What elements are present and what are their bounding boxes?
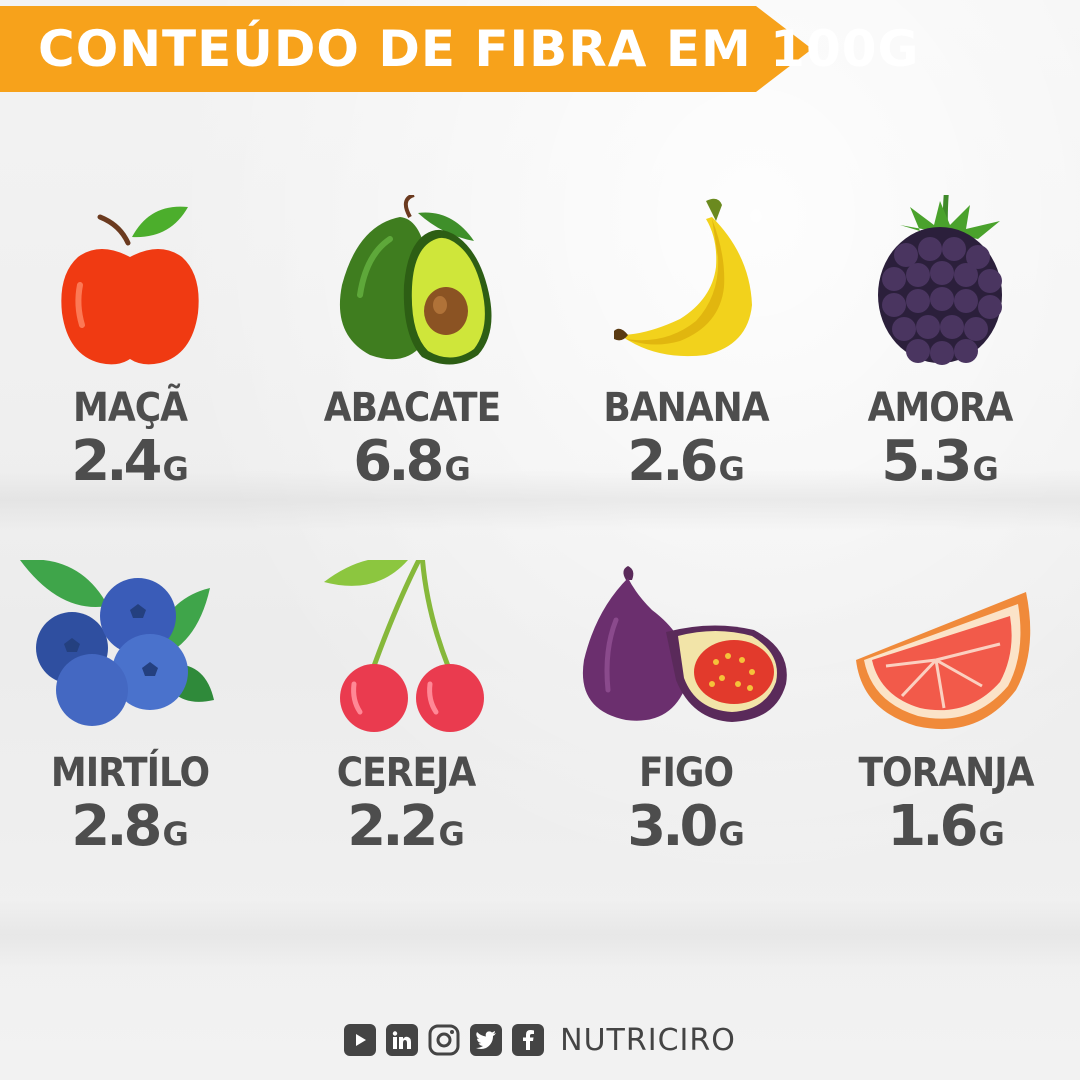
- fig-icon: [582, 566, 787, 722]
- blackberry-icon: [878, 195, 1002, 365]
- fiber-value: 2.4 G: [71, 429, 189, 494]
- fiber-value: 3.0 G: [627, 794, 745, 859]
- fruit-card-apple: MAÇÃ 2.4 G: [0, 195, 260, 500]
- fruit-card-grapefruit: TORANJA 1.6 G: [816, 560, 1076, 865]
- apple-icon: [61, 206, 199, 365]
- youtube-icon[interactable]: [344, 1024, 377, 1056]
- fruit-name: MIRTÍLO: [50, 750, 210, 796]
- fruit-card-banana: BANANA 2.6 G: [556, 195, 816, 500]
- fruit-name: TORANJA: [858, 750, 1034, 796]
- fruit-card-cherry: CEREJA 2.2 G: [276, 560, 536, 865]
- fiber-value: 2.2 G: [347, 794, 465, 859]
- fruit-card-blackberry: AMORA 5.3 G: [810, 195, 1070, 500]
- twitter-icon[interactable]: [470, 1024, 503, 1056]
- fruit-name: ABACATE: [323, 385, 501, 431]
- fiber-value: 6.8 G: [353, 429, 471, 494]
- fruit-name: BANANA: [603, 385, 769, 431]
- fiber-value: 5.3 G: [881, 429, 999, 494]
- fruit-card-blueberry: MIRTÍLO 2.8 G: [0, 560, 260, 865]
- blueberry-icon: [20, 560, 214, 726]
- fruit-name: CEREJA: [336, 750, 477, 796]
- instagram-icon[interactable]: [428, 1024, 460, 1056]
- fruit-name: AMORA: [867, 385, 1014, 431]
- fruit-card-fig: FIGO 3.0 G: [556, 560, 816, 865]
- fruit-name: FIGO: [638, 750, 734, 796]
- fruit-name: MAÇÃ: [73, 385, 188, 431]
- header-banner: CONTEÚDO DE FIBRA EM 100G: [0, 6, 919, 92]
- facebook-icon[interactable]: [512, 1024, 545, 1056]
- fiber-value: 2.6 G: [627, 429, 745, 494]
- linkedin-icon[interactable]: [386, 1024, 419, 1056]
- banner-arrow-shape: [0, 6, 812, 92]
- footer-social: NUTRICIRO: [0, 1020, 1080, 1060]
- brand-name: NUTRICIRO: [560, 1022, 736, 1058]
- fiber-value: 2.8 G: [71, 794, 189, 859]
- avocado-icon: [339, 195, 492, 365]
- page-title: CONTEÚDO DE FIBRA EM 100G: [38, 20, 920, 78]
- cherry-icon: [324, 560, 484, 732]
- banana-icon: [614, 198, 752, 357]
- grapefruit-icon: [856, 592, 1031, 730]
- fruit-card-avocado: ABACATE 6.8 G: [282, 195, 542, 500]
- fiber-value: 1.6 G: [887, 794, 1005, 859]
